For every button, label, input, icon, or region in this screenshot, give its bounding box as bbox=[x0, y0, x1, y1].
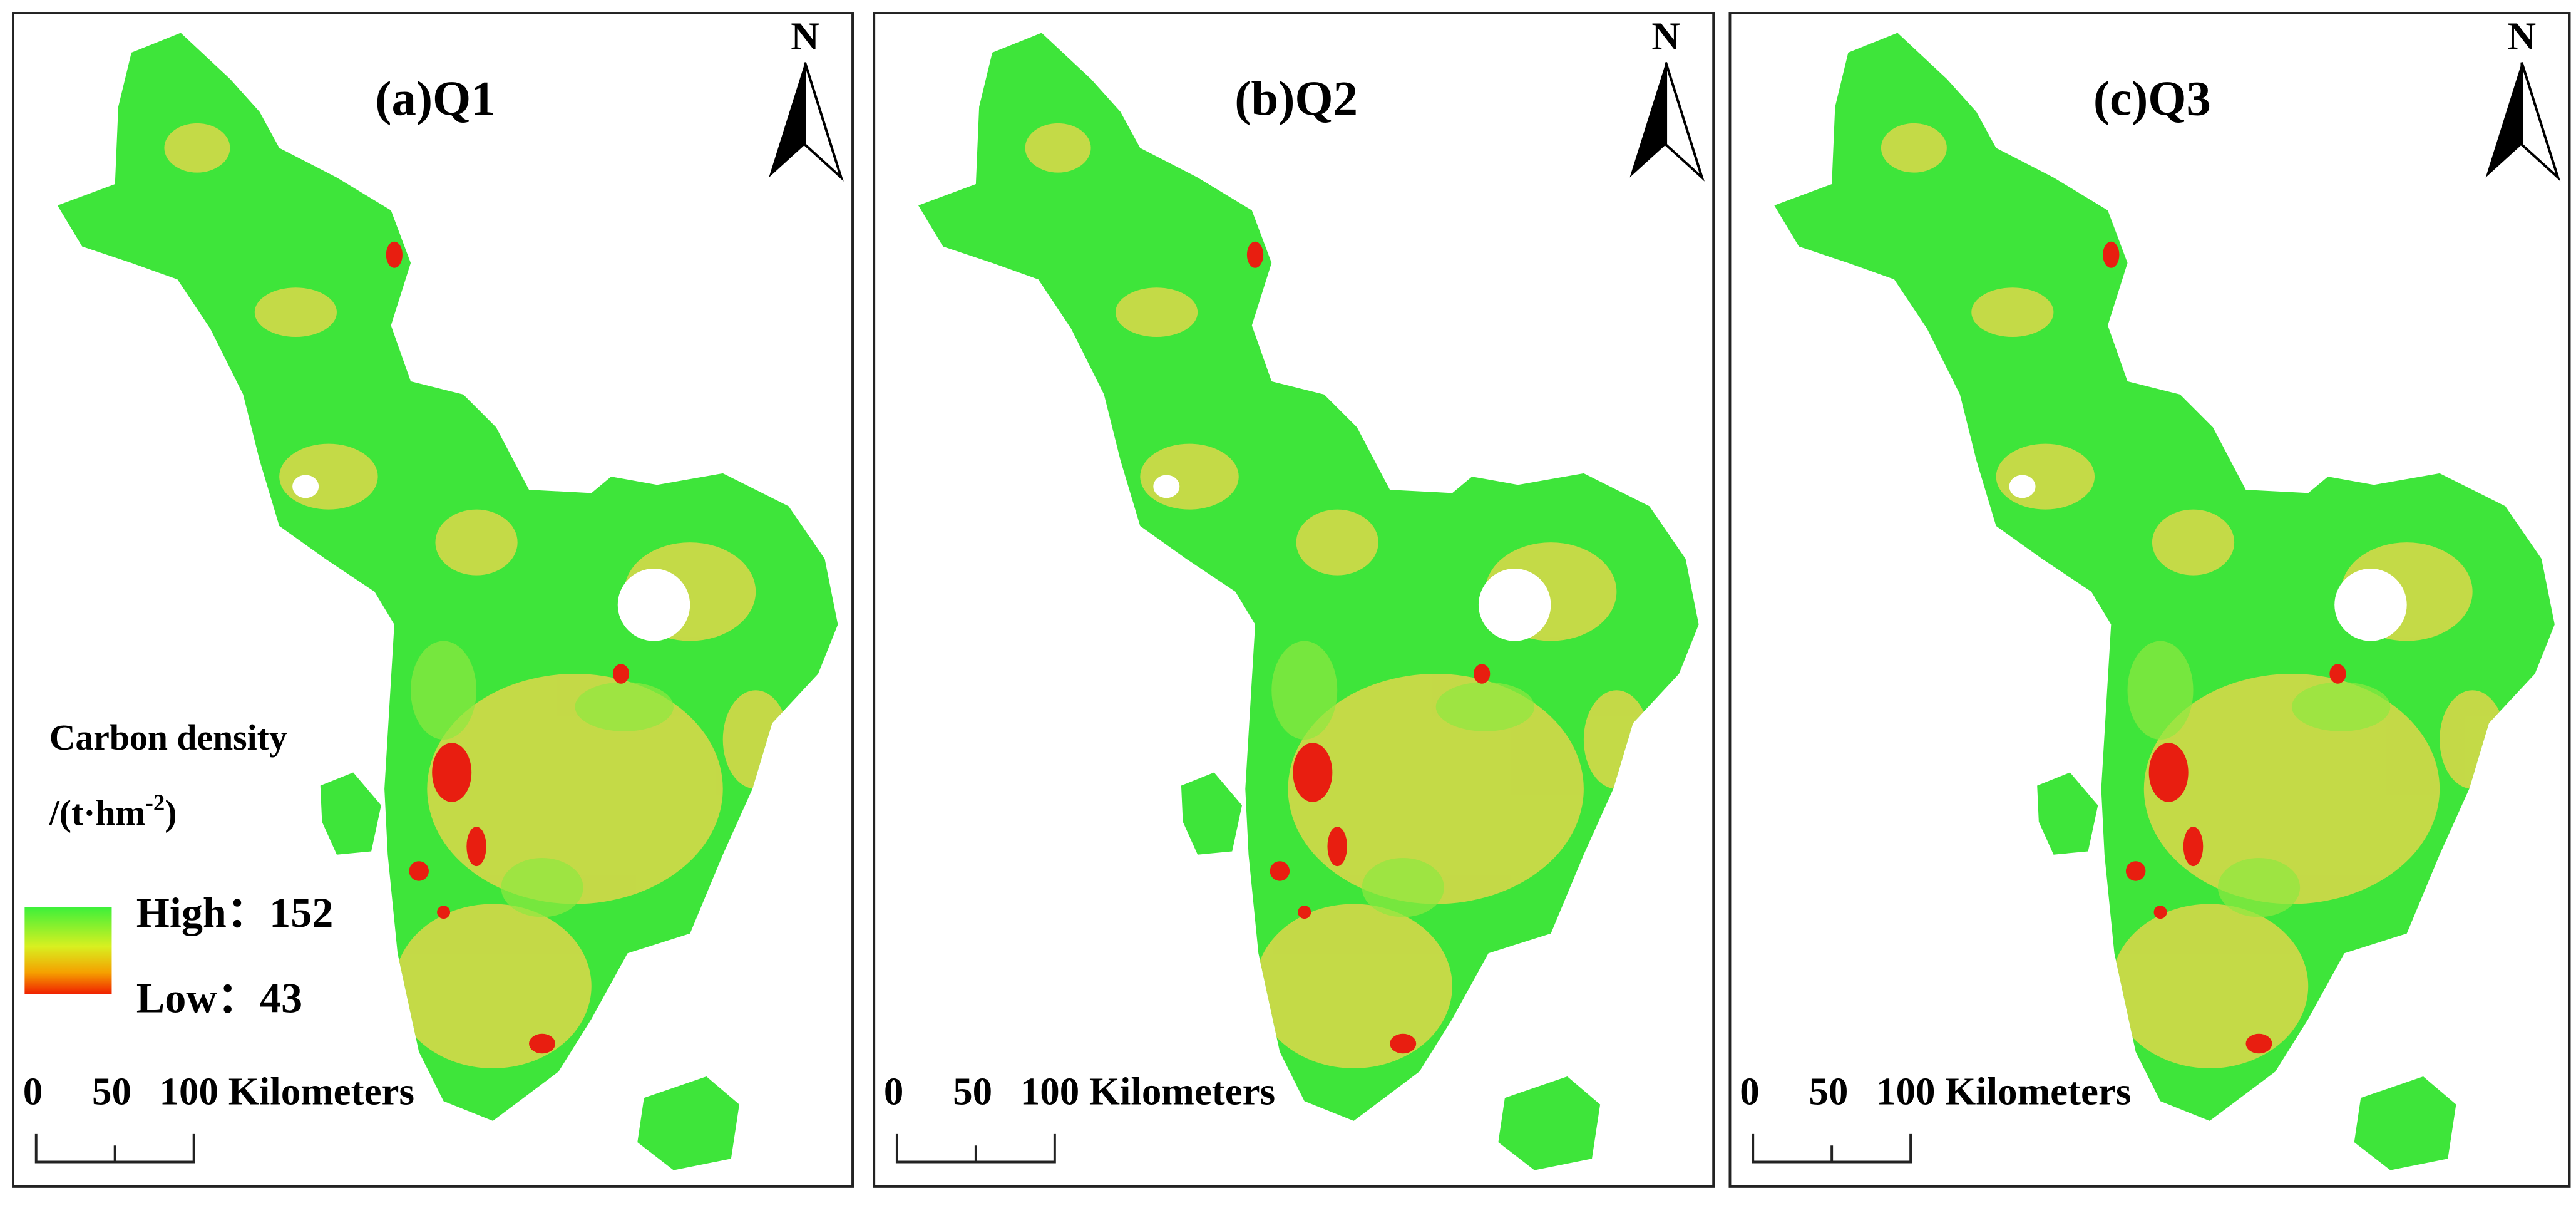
north-arrow bbox=[1629, 62, 1666, 178]
scale-label: 0 bbox=[1740, 1070, 1759, 1113]
legend-title: Carbon density bbox=[49, 718, 287, 758]
panel-title: (b)Q2 bbox=[1234, 72, 1358, 126]
scale-label: 50 bbox=[1809, 1070, 1848, 1113]
map-panel: (b)Q2 N 0 50 100 Kilometers bbox=[861, 0, 1715, 1202]
north-arrow bbox=[2485, 62, 2522, 178]
north-arrow bbox=[1665, 62, 1705, 182]
north-label: N bbox=[1651, 14, 1680, 58]
scale-label: 0 bbox=[23, 1070, 43, 1113]
map-panel: (a)Q1 N 0 50 100 Kilometers bbox=[0, 0, 854, 1202]
region-map bbox=[861, 0, 1715, 1202]
legend-unit-prefix: /(t·hm bbox=[49, 793, 146, 833]
panel-frame bbox=[873, 12, 1715, 1188]
north-arrow bbox=[2520, 62, 2561, 182]
region-map bbox=[1716, 0, 2571, 1202]
scale-label: 50 bbox=[953, 1070, 992, 1113]
north-arrow bbox=[769, 62, 805, 178]
legend-ramp bbox=[24, 907, 112, 994]
legend-high: High：152 bbox=[136, 889, 334, 936]
scale-bar bbox=[34, 1133, 195, 1164]
north-arrow bbox=[803, 62, 844, 182]
scale-label: 0 bbox=[884, 1070, 903, 1113]
north-label: N bbox=[791, 14, 819, 58]
north-label: N bbox=[2508, 14, 2536, 58]
scale-label: 50 bbox=[92, 1070, 131, 1113]
panel-title: (a)Q1 bbox=[375, 72, 495, 126]
legend: Carbon density /(t·hm-2) High：152 Low：43 bbox=[24, 718, 333, 1022]
panel-frame bbox=[12, 12, 854, 1188]
panel-frame bbox=[1728, 12, 2571, 1188]
scale-label: 100 Kilometers bbox=[1876, 1070, 2131, 1113]
scale-bar bbox=[1752, 1133, 1912, 1164]
legend-low: Low：43 bbox=[136, 974, 302, 1022]
panel-title: (c)Q3 bbox=[2093, 72, 2211, 126]
scale-label: 100 Kilometers bbox=[160, 1070, 414, 1113]
scale-label: 100 Kilometers bbox=[1020, 1070, 1275, 1113]
scale-bar bbox=[895, 1133, 1056, 1164]
legend-unit-suffix: ) bbox=[165, 793, 177, 833]
legend-unit: /(t·hm-2) bbox=[49, 790, 177, 834]
map-panel: (c)Q3 N 0 50 100 Kilometers bbox=[1716, 0, 2571, 1202]
region-map bbox=[0, 0, 854, 1202]
legend-unit-sup: -2 bbox=[146, 790, 165, 815]
